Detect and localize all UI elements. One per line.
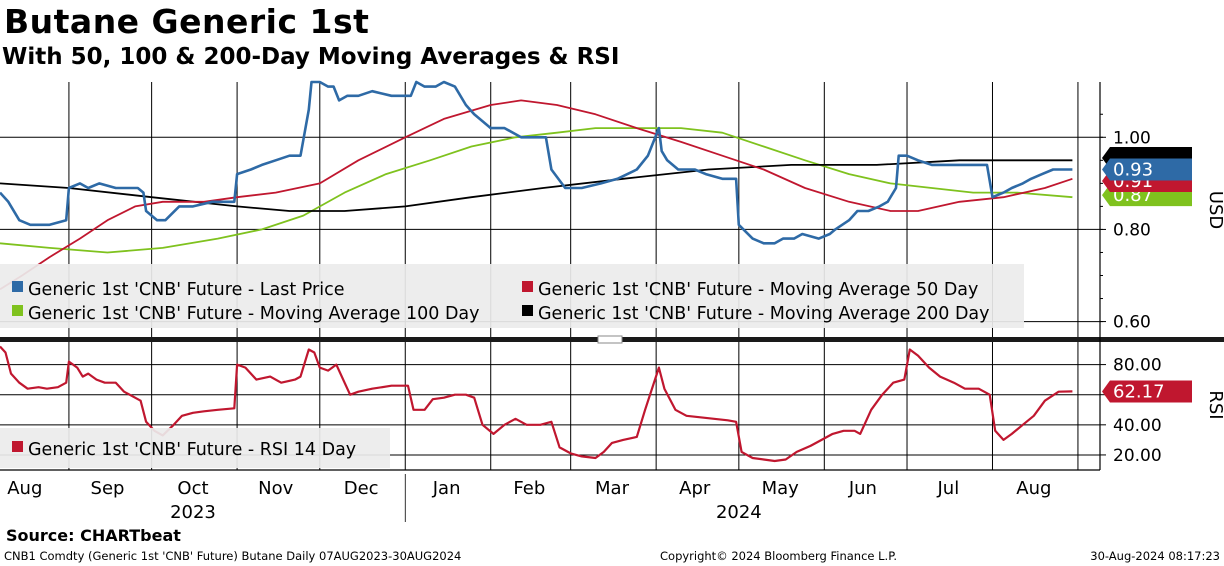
legend-last-price-label: Generic 1st 'CNB' Future - Last Price: [28, 280, 344, 300]
legend-ma200-label: Generic 1st 'CNB' Future - Moving Averag…: [538, 304, 990, 324]
x-month-label: Jun: [848, 478, 877, 499]
rsi-line: [0, 345, 1073, 463]
footer-left: CNB1 Comdty (Generic 1st 'CNB' Future) B…: [4, 549, 462, 563]
x-month-label: Sep: [91, 478, 125, 499]
series-layer: [0, 80, 1073, 463]
rsi-tick-label: 40.00: [1113, 416, 1162, 436]
badge-last-price-label: 0.93: [1113, 160, 1153, 181]
x-month-label: May: [762, 478, 800, 499]
source-label: Source: CHARTbeat: [6, 526, 181, 545]
footer-timestamp: 30-Aug-2024 08:17:23: [1090, 549, 1220, 563]
rsi-tick-label: 20.00: [1113, 446, 1162, 466]
price-legend-box: [0, 264, 1024, 328]
rsi-legend-box: [0, 428, 390, 468]
price-tick-label: 1.00: [1113, 128, 1151, 148]
rsi-axis-title: RSI: [1205, 390, 1224, 419]
x-month-label: Jan: [432, 478, 461, 499]
badge-last-price-shape: [1102, 158, 1192, 181]
last-price-line: [0, 80, 1073, 245]
footer-copyright: Copyright© 2024 Bloomberg Finance L.P.: [660, 549, 897, 563]
price-tick-label: 0.60: [1113, 313, 1151, 333]
x-month-label: Nov: [258, 478, 293, 499]
badge-rsi-label: 62.17: [1113, 381, 1165, 402]
x-month-label: Feb: [513, 478, 545, 499]
x-month-label: Dec: [344, 478, 379, 499]
x-month-label: Aug: [7, 478, 42, 499]
ma100-line: [0, 127, 1073, 254]
legend-ma100-swatch: [12, 305, 23, 316]
x-year-label: 2023: [170, 502, 216, 523]
legend-ma50-label: Generic 1st 'CNB' Future - Moving Averag…: [538, 280, 978, 300]
x-year-label: 2024: [716, 502, 762, 523]
legend-rsi-label: Generic 1st 'CNB' Future - RSI 14 Day: [28, 440, 356, 460]
legend-ma100-label: Generic 1st 'CNB' Future - Moving Averag…: [28, 304, 480, 324]
ma50-line: [0, 99, 1073, 291]
x-month-label: Apr: [679, 478, 711, 499]
legend-rsi-swatch: [12, 441, 23, 452]
legend-layer: Generic 1st 'CNB' Future - Last Price Gen…: [0, 264, 1024, 468]
badge-rsi-shape: [1102, 380, 1192, 403]
axes: 1.00 0.80 0.60 80.00 40.00 20.00 Aug Sep Oct Nov D…: [0, 82, 1224, 523]
rsi-tick-label: 80.00: [1113, 356, 1162, 376]
x-month-label: Aug: [1016, 478, 1051, 499]
legend-ma50-swatch: [522, 281, 533, 292]
price-axis-title: USD: [1205, 191, 1224, 229]
x-month-label: Oct: [177, 478, 208, 499]
legend-ma200-swatch: [522, 305, 533, 316]
ma200-line: [0, 159, 1073, 212]
page-subtitle: With 50, 100 & 200-Day Moving Averages &…: [2, 44, 620, 70]
legend-last-price-swatch: [12, 281, 23, 292]
panel-divider-handle[interactable]: [597, 335, 623, 344]
x-month-label: Mar: [595, 478, 630, 499]
x-month-label: Jul: [937, 478, 960, 499]
page-title: Butane Generic 1st: [4, 2, 370, 41]
price-tick-label: 0.80: [1113, 220, 1151, 240]
